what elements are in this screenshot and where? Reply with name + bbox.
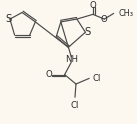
Text: Cl: Cl [93, 74, 101, 83]
Text: S: S [84, 27, 90, 37]
Text: Cl: Cl [71, 101, 79, 110]
Text: O: O [101, 15, 108, 24]
Text: O: O [90, 1, 96, 10]
Text: O: O [45, 70, 52, 79]
Text: CH₃: CH₃ [118, 9, 133, 18]
Text: S: S [6, 14, 12, 24]
Text: NH: NH [65, 55, 78, 64]
